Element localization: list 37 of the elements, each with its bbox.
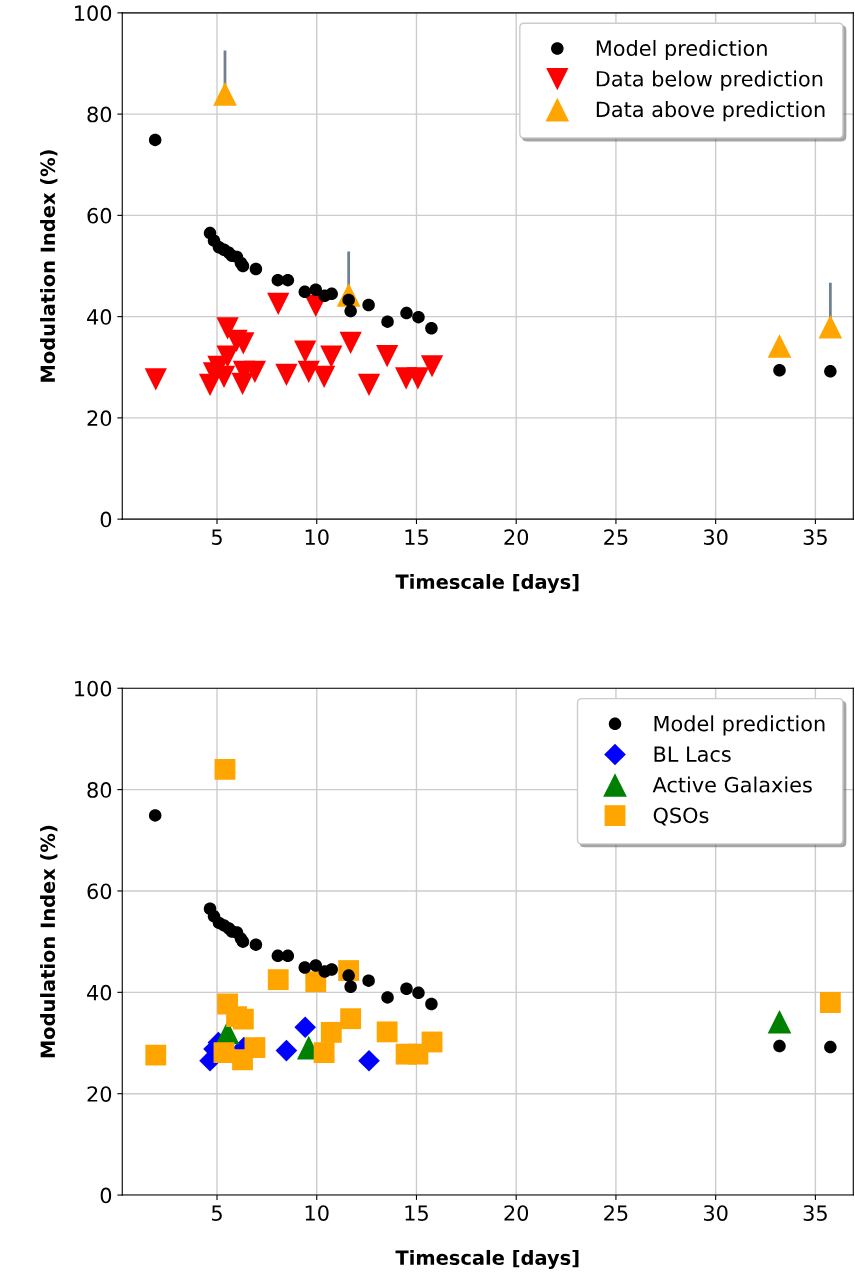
y-tick-label: 100 [75,5,112,22]
legend-label: Data below prediction [596,70,823,91]
x-tick-label: 25 [604,1205,628,1221]
y-tick-label: 0 [100,1187,112,1204]
x-axis-title: Timescale [days] [395,574,579,593]
y-tick-label: 100 [75,680,112,697]
y-tick-label: 80 [87,782,112,798]
legend-label: Model prediction [596,39,767,61]
x-tick-label: 20 [504,529,529,545]
y-tick-label: 60 [87,207,112,224]
x-tick-label: 15 [405,529,428,545]
y-axis-title: Modulation Index (%) [40,150,58,382]
legend-label: QSOs [653,807,709,826]
y-tick-label: 20 [87,410,112,427]
legend-label: Model prediction [654,715,825,736]
x-tick-label: 20 [504,1205,529,1221]
x-axis-title: Timescale [days] [395,1249,579,1269]
y-tick-label: 0 [100,511,112,528]
x-tick-label: 15 [405,1205,428,1221]
x-tick-label: 25 [604,529,628,545]
x-tick-label: 5 [211,529,222,545]
x-tick-label: 35 [803,529,827,545]
y-tick-label: 40 [87,309,112,325]
x-tick-label: 10 [305,529,329,545]
legend-label: BL Lacs [654,746,731,763]
y-axis-title: Modulation Index (%) [40,825,58,1058]
x-tick-label: 35 [803,1205,827,1221]
y-tick-label: 20 [87,1086,112,1102]
y-tick-label: 40 [87,984,112,1001]
y-tick-label: 80 [87,106,112,123]
x-tick-label: 5 [211,1205,222,1221]
x-tick-label: 30 [704,529,728,545]
x-tick-label: 10 [305,1205,329,1221]
x-tick-label: 30 [704,1205,728,1221]
legend-label: Active Galaxies [652,776,812,793]
y-tick-label: 60 [87,883,112,900]
legend-label: Data above prediction [596,101,825,122]
